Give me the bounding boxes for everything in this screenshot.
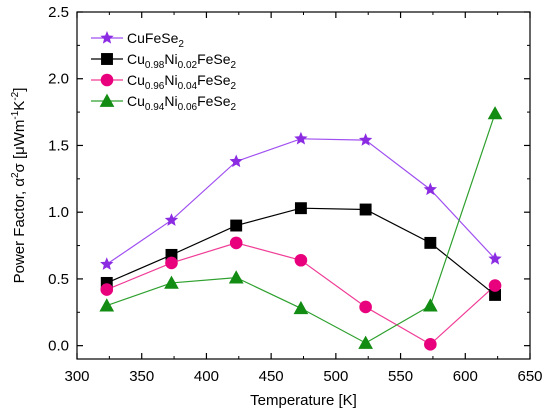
text-part: 0.02 (178, 60, 198, 71)
text-part: Cu (127, 93, 145, 109)
axis-titles-layer: Temperature [K]Power Factor, α2σ [μWm-1K… (10, 88, 357, 409)
text-part: σ [μWm (11, 120, 28, 173)
text-part: CuFeSe (127, 30, 179, 46)
axis-ticks-layer: 300 350 400 450 500 550 600 650 0.0 0.5 1.0 1.5 2.0 2… (48, 4, 542, 385)
text-part: Cu (127, 51, 145, 67)
y-tick-label: 1.0 (48, 204, 69, 221)
series-markers-layer (99, 106, 503, 351)
data-point (230, 219, 243, 232)
data-point (165, 256, 178, 270)
data-point (358, 133, 373, 146)
data-point (424, 236, 437, 249)
data-point (359, 203, 372, 216)
data-point (422, 298, 438, 312)
text-part: FeSe (197, 72, 231, 88)
x-tick-label: 500 (323, 368, 348, 385)
data-point (100, 283, 114, 296)
data-point (294, 253, 308, 267)
data-point (424, 338, 437, 351)
text-part: Ni (164, 93, 177, 109)
y-axis-title: Power Factor, α2σ [μWm-1K-2] (10, 88, 28, 284)
data-point (294, 202, 307, 215)
data-point (100, 257, 114, 270)
y-tick-label: 2.0 (48, 71, 69, 88)
text-part: FeSe (197, 93, 231, 109)
data-point (165, 248, 178, 261)
text-part: 0.96 (145, 81, 165, 92)
legend-marker (100, 31, 114, 44)
text-part: 2 (178, 39, 184, 50)
data-point (488, 279, 502, 292)
legend-marker (99, 93, 115, 107)
text-part: ] (11, 88, 28, 92)
y-axis-title-group: Power Factor, α2σ [μWm-1K-2] (10, 88, 28, 284)
data-point (423, 182, 437, 196)
y-tick-label: 0.0 (48, 338, 69, 355)
data-point (99, 298, 115, 312)
series-line (106, 207, 496, 296)
x-tick-label: 650 (517, 368, 542, 385)
x-tick-label: 400 (194, 368, 219, 385)
text-part: 2 (231, 102, 237, 113)
text-part: 2 (231, 81, 237, 92)
legend-label: CuFeSe2 (127, 30, 184, 50)
data-point (294, 131, 308, 145)
text-part: -1 (10, 110, 21, 119)
legend-label: Cu0.98Ni0.02FeSe2 (127, 51, 237, 71)
y-tick-label: 1.5 (48, 137, 69, 154)
text-part: 2 (231, 60, 237, 71)
data-point (487, 106, 503, 120)
text-part: K (11, 101, 28, 111)
legend-marker (101, 53, 113, 65)
x-tick-label: 550 (388, 368, 413, 385)
text-part: 0.06 (178, 102, 198, 113)
data-point (293, 300, 309, 315)
data-point (229, 154, 243, 168)
text-part: 0.94 (145, 102, 165, 113)
legend-marker (100, 73, 114, 87)
x-tick-label: 300 (64, 368, 89, 385)
legend-label: Cu0.94Ni0.06FeSe2 (127, 93, 237, 113)
x-axis-title: Temperature [K] (250, 392, 357, 409)
text-part: 2 (10, 172, 21, 178)
x-tick-label: 600 (453, 368, 478, 385)
y-tick-label: 2.5 (48, 4, 69, 21)
text-part: 0.98 (145, 60, 165, 71)
text-part: Power Factor, α (11, 178, 28, 284)
text-part: Cu (127, 72, 145, 88)
series-line (106, 138, 496, 265)
data-point (488, 251, 502, 265)
text-part: Ni (164, 51, 177, 67)
data-point (229, 236, 243, 250)
x-tick-label: 350 (129, 368, 154, 385)
data-point (489, 288, 502, 301)
data-point (358, 335, 373, 349)
text-part: 0.04 (178, 81, 198, 92)
text-part: -2 (10, 91, 21, 100)
x-tick-label: 450 (259, 368, 284, 385)
text-part: FeSe (197, 51, 231, 67)
y-tick-label: 0.5 (48, 271, 69, 288)
data-point (359, 300, 372, 314)
legend: CuFeSe2Cu0.98Ni0.02FeSe2Cu0.96Ni0.04FeSe… (91, 30, 237, 113)
data-point (164, 213, 179, 226)
data-point (164, 275, 179, 289)
text-part: Ni (164, 72, 177, 88)
data-point (100, 276, 113, 289)
data-point (228, 270, 244, 284)
legend-label: Cu0.96Ni0.04FeSe2 (127, 72, 237, 92)
